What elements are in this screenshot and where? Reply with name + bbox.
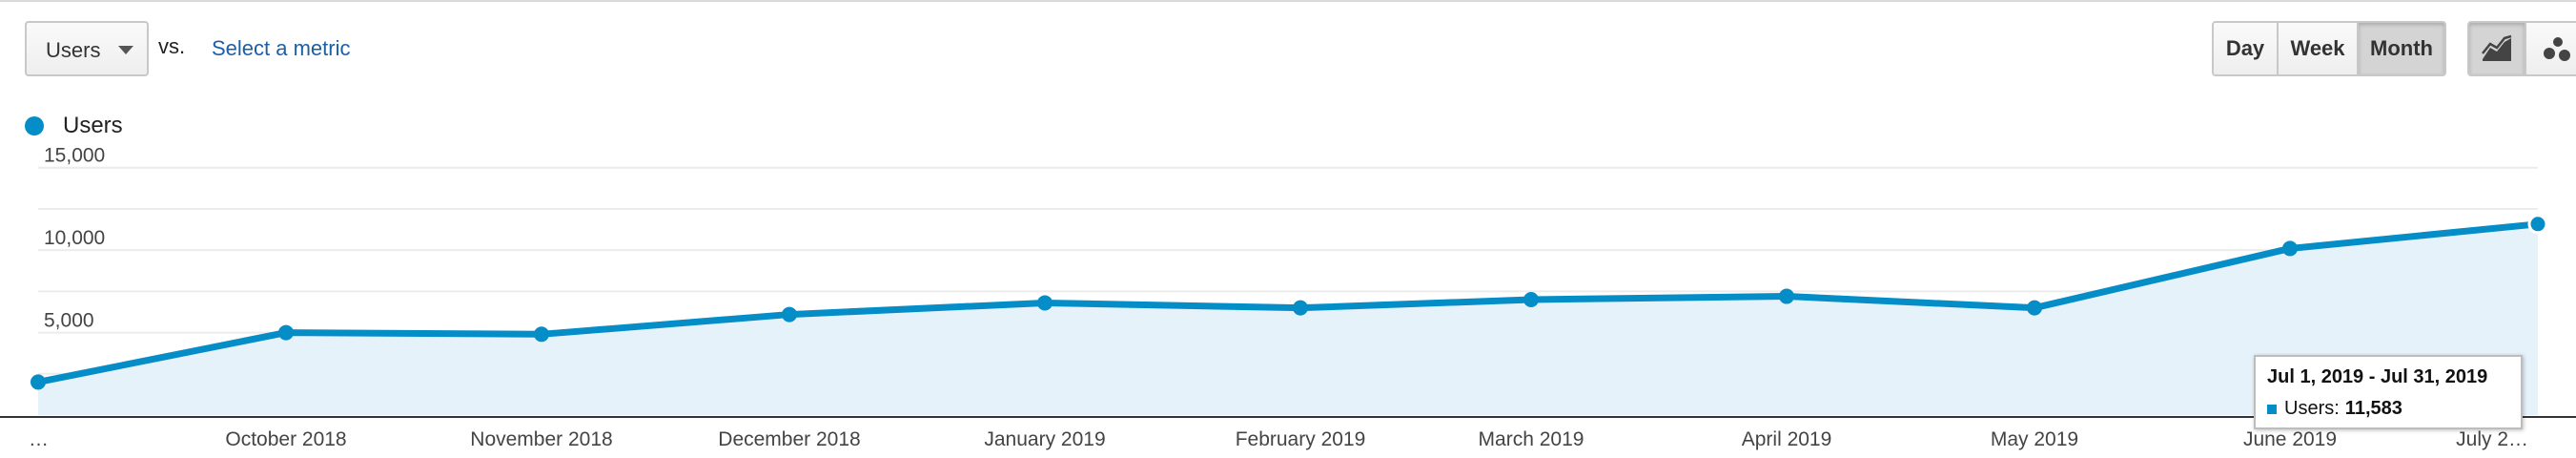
- metric-dropdown[interactable]: Users: [25, 21, 149, 76]
- tooltip-value-row: Users: 11,583: [2267, 398, 2509, 420]
- x-tick-label: February 2019: [1236, 428, 1366, 450]
- data-point: [2027, 300, 2042, 316]
- data-point: [1037, 295, 1053, 311]
- y-tick-label: 15,000: [44, 145, 105, 167]
- data-point: [782, 306, 797, 323]
- data-point: [534, 326, 549, 343]
- x-tick-label: October 2018: [225, 428, 346, 450]
- line-chart-icon: [2482, 34, 2512, 61]
- x-tick-label: July 2…: [2456, 428, 2528, 450]
- x-tick-label: November 2018: [470, 428, 612, 450]
- x-tick-label: …: [29, 428, 49, 450]
- x-tick-label: March 2019: [1479, 428, 1584, 450]
- data-point: [1523, 292, 1539, 308]
- metric-dropdown-label: Users: [46, 38, 101, 62]
- x-tick-label: June 2019: [2243, 428, 2337, 450]
- top-border: [0, 0, 2576, 2]
- data-point: [2527, 214, 2548, 235]
- legend-series-name[interactable]: Users: [63, 113, 123, 138]
- motion-chart-icon: [2544, 37, 2570, 61]
- y-tick-label: 5,000: [44, 310, 94, 332]
- series-area: [38, 223, 2538, 415]
- select-metric-link[interactable]: Select a metric: [212, 36, 351, 60]
- tooltip-date-range: Jul 1, 2019 - Jul 31, 2019: [2267, 366, 2488, 387]
- data-point: [2282, 240, 2298, 257]
- motion-chart-button[interactable]: [2526, 23, 2576, 74]
- period-toggle: Day Week Month: [2212, 21, 2446, 76]
- data-point: [1293, 300, 1308, 316]
- data-point: [1779, 288, 1794, 304]
- x-tick-label: April 2019: [1742, 428, 1832, 450]
- line-chart-button[interactable]: [2469, 23, 2526, 74]
- day-button[interactable]: Day: [2214, 23, 2279, 74]
- tooltip-series-swatch: [2267, 404, 2277, 414]
- chart-type-toggle: [2467, 21, 2576, 76]
- tooltip-metric-label: Users:: [2284, 398, 2340, 419]
- month-button[interactable]: Month: [2359, 23, 2444, 74]
- y-tick-label: 10,000: [44, 227, 105, 249]
- x-tick-label: January 2019: [984, 428, 1105, 450]
- data-point: [31, 374, 46, 390]
- chevron-down-icon: [118, 46, 133, 54]
- vs-label: vs.: [158, 34, 186, 58]
- week-button[interactable]: Week: [2279, 23, 2359, 74]
- users-area-chart[interactable]: 15,000 10,000 5,000 … October 2018 November 2…: [0, 143, 2576, 458]
- legend-color-dot: [25, 116, 44, 135]
- chart-tooltip: Jul 1, 2019 - Jul 31, 2019 Users: 11,583: [2254, 355, 2523, 429]
- x-tick-label: May 2019: [1991, 428, 2078, 450]
- tooltip-value: 11,583: [2344, 398, 2402, 419]
- x-tick-label: December 2018: [718, 428, 860, 450]
- data-point: [278, 324, 294, 341]
- chart-legend: Users: [25, 113, 123, 139]
